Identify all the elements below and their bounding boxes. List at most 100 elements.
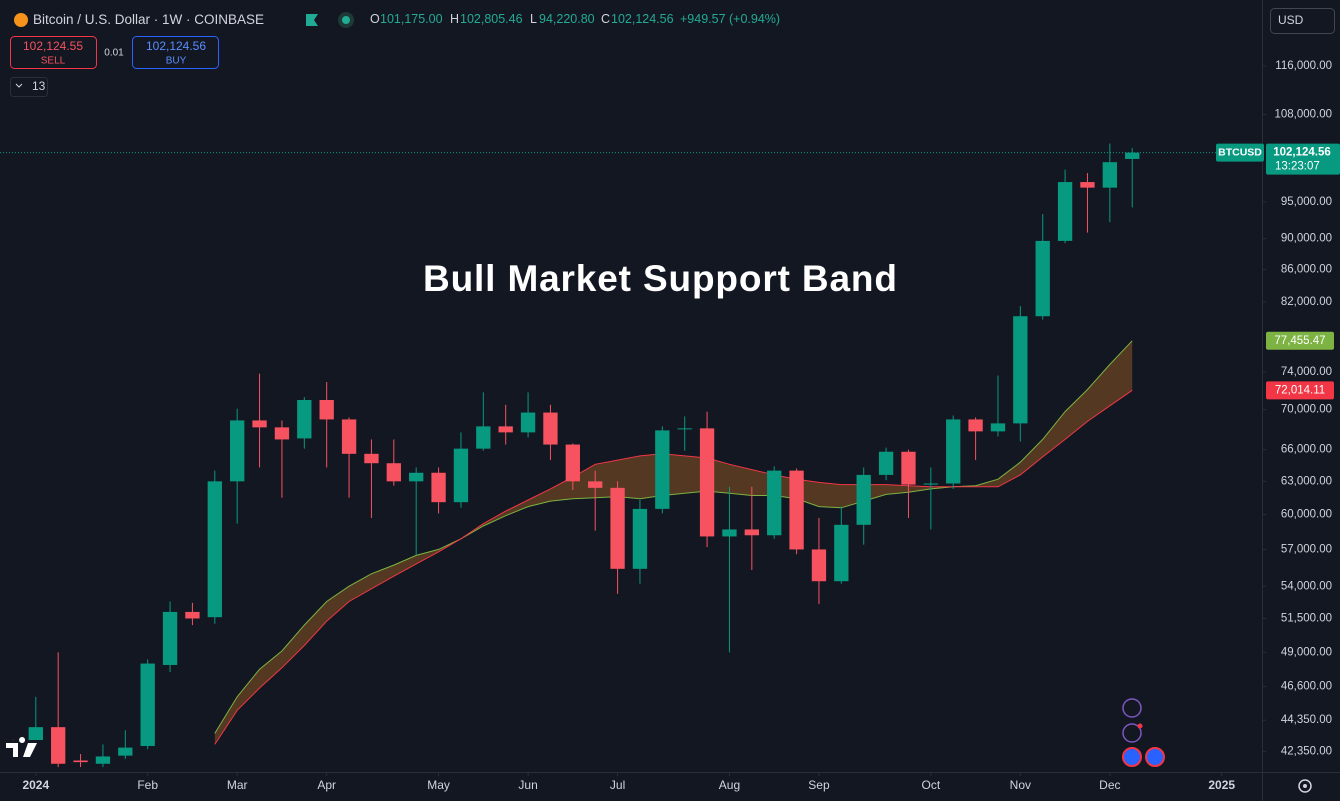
candle-body (476, 426, 491, 449)
event-dot (1137, 723, 1143, 729)
price-label: 102,124.56 (1273, 147, 1331, 159)
ohlc-label: L (530, 12, 537, 26)
candle-body (341, 419, 357, 454)
symbol-label: BTCUSD (1218, 146, 1262, 158)
band-end-box (1266, 331, 1334, 350)
x-tick-label: Jul (610, 778, 625, 792)
y-tick-label: 42,350.00 (1281, 746, 1332, 758)
candle-body (632, 508, 648, 569)
y-tick-label: 46,600.00 (1281, 681, 1332, 693)
ohlc-value: 102,805.46 (460, 12, 523, 26)
buy-button[interactable] (132, 36, 219, 69)
candle-body (565, 444, 580, 482)
candle-body (655, 430, 670, 509)
y-tick-label: 60,000.00 (1281, 509, 1332, 521)
candle-body (767, 470, 782, 536)
candle-body (185, 611, 200, 619)
chevron (15, 83, 23, 88)
candle-body (856, 474, 871, 525)
x-tick-label: Nov (1010, 778, 1031, 792)
y-tick-label: 54,000.00 (1281, 580, 1332, 592)
y-tick-label: 82,000.00 (1281, 296, 1332, 308)
symbol-box (1216, 143, 1264, 162)
x-tick-label: 2024 (22, 778, 49, 792)
candle-body (946, 419, 961, 484)
candle-body (364, 453, 379, 464)
candle-body (274, 427, 290, 440)
candle-body (789, 470, 804, 550)
btc-icon (14, 13, 28, 27)
ohlc-value: 102,124.56 (611, 12, 674, 26)
candle-body (744, 529, 759, 536)
band-end-box (1266, 381, 1334, 400)
ohlc-value: 94,220.80 (539, 12, 595, 26)
candle-body (811, 549, 827, 582)
ohlc-change: +949.57 (+0.94%) (680, 12, 780, 26)
candle-body (431, 472, 446, 503)
ohlc-label: C (601, 12, 610, 26)
symbol-header: Bitcoin / U.S. Dollar · 1W · COINBASE (33, 12, 264, 27)
candle-body (878, 451, 894, 475)
y-tick-label: 90,000.00 (1281, 233, 1332, 245)
y-tick-label: 116,000.00 (1275, 60, 1332, 72)
buy-label: BUY (166, 56, 187, 67)
ohlc-header: O 101,175.00 H 102,805.46 L 94,220.80 C … (370, 12, 780, 26)
ohlc-label: O (370, 12, 380, 26)
candle-body (1057, 182, 1073, 241)
y-tick-label: 57,000.00 (1281, 543, 1332, 555)
event-icon[interactable] (1122, 723, 1142, 743)
y-tick-label: 66,000.00 (1281, 444, 1332, 456)
candle-body (498, 426, 513, 433)
candle-body (520, 412, 536, 433)
y-tick-label: 74,000.00 (1281, 366, 1332, 378)
y-tick-label: 95,000.00 (1281, 196, 1332, 208)
candle-body (610, 487, 625, 569)
event-icon[interactable] (1122, 698, 1142, 718)
status-dot (342, 16, 350, 24)
candle-body (73, 760, 88, 763)
indicators-count: 13 (32, 79, 46, 93)
candle-body (990, 423, 1006, 432)
candle-body (901, 451, 916, 485)
candle-body (968, 419, 983, 432)
chart-title: Bull Market Support Band (423, 258, 897, 299)
x-tick-label: Jun (518, 778, 537, 792)
candle-body (677, 428, 692, 430)
candle-body (722, 529, 737, 537)
x-tick-label: May (427, 778, 450, 792)
candle-body (923, 483, 938, 485)
price-box (1266, 143, 1340, 175)
candle-body (1102, 162, 1118, 188)
event-icon[interactable] (1122, 747, 1142, 767)
indicators-toggle[interactable] (10, 77, 48, 97)
x-tick-label: Sep (808, 778, 830, 792)
event-icon[interactable] (1145, 747, 1165, 767)
candle-body (162, 611, 178, 665)
candle-body (252, 420, 267, 428)
x-tick-label: 2025 (1208, 778, 1235, 792)
candle-body (699, 428, 715, 537)
candle-body (1013, 316, 1028, 424)
band-line (214, 340, 1133, 734)
candle-body (118, 747, 133, 756)
settings-icon[interactable] (1298, 779, 1312, 793)
y-tick-label: 70,000.00 (1281, 404, 1332, 416)
candle-body (297, 399, 312, 439)
band-end-label: 72,014.11 (1275, 384, 1325, 396)
currency-select[interactable] (1270, 8, 1335, 34)
candle-body (386, 463, 401, 482)
buy-price: 102,124.56 (146, 39, 206, 53)
x-tick-label: Aug (719, 778, 740, 792)
flag-icon[interactable] (306, 14, 318, 26)
ohlc-label: H (450, 12, 459, 26)
candle-body (588, 481, 603, 488)
sell-button[interactable] (10, 36, 97, 69)
symbol-title: Bitcoin / U.S. Dollar · 1W · COINBASE (33, 12, 264, 27)
currency: USD (1278, 13, 1304, 27)
spread: 0.01 (104, 48, 124, 59)
y-tick-label: 44,350.00 (1281, 714, 1332, 726)
y-tick-label: 63,000.00 (1281, 475, 1332, 487)
candle-body (543, 412, 558, 445)
ohlc-value: 101,175.00 (380, 12, 443, 26)
tradingview-logo[interactable] (6, 737, 37, 757)
